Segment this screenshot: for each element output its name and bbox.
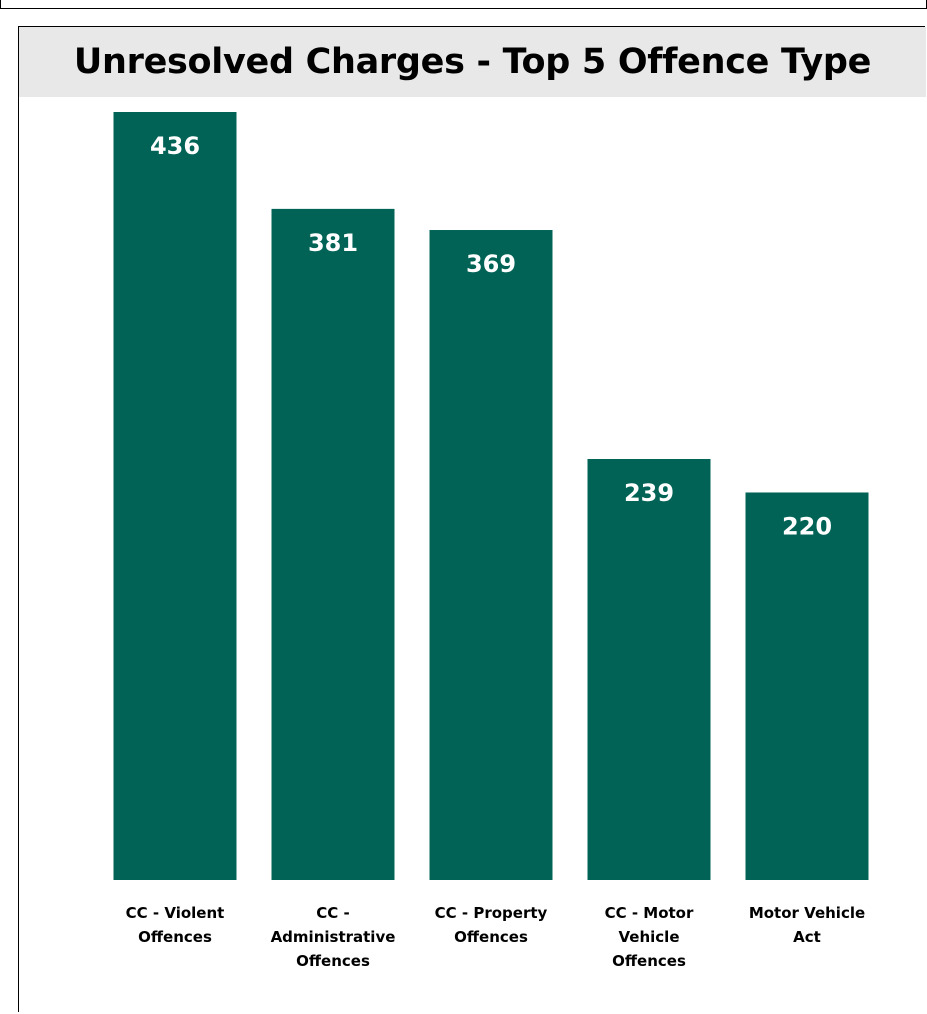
bar [745,492,869,880]
x-tick-label-line: Administrative [271,928,396,946]
bar [587,459,711,880]
x-tick-label-line: CC - Motor [605,904,694,922]
x-tick-label-line: Motor Vehicle [749,904,865,922]
x-tick-label-line: Offences [612,952,686,970]
x-tick-label: CC - Motor Vehicle Offences [605,904,694,970]
x-tick-label: CC - Property Offences [435,904,548,946]
bar-value-label: 436 [150,132,200,160]
x-tick-label-line: CC - Property [435,904,548,922]
x-tick-label: Motor Vehicle Act [749,904,865,946]
x-tick-label-line: Act [793,928,821,946]
x-tick-label: CC - Violent Offences [126,904,225,946]
x-tick-label-line: CC - Violent [126,904,225,922]
x-tick-label: CC - Administrative Offences [271,904,396,970]
bar-value-label: 369 [466,250,516,278]
bar [429,230,553,881]
x-tick-label-line: CC - [316,904,349,922]
bar-value-label: 239 [624,479,674,507]
chart-title-bar: Unresolved Charges - Top 5 Offence Type [19,27,926,97]
x-tick-label-line: Vehicle [619,928,680,946]
bar-value-label: 381 [308,229,358,257]
x-tick-label-line: Offences [296,952,370,970]
chart-title: Unresolved Charges - Top 5 Offence Type [73,42,872,82]
x-tick-label-line: Offences [454,928,528,946]
bar [271,208,395,880]
bar [113,112,237,880]
x-tick-label-line: Offences [138,928,212,946]
bar-value-label: 220 [782,512,832,540]
